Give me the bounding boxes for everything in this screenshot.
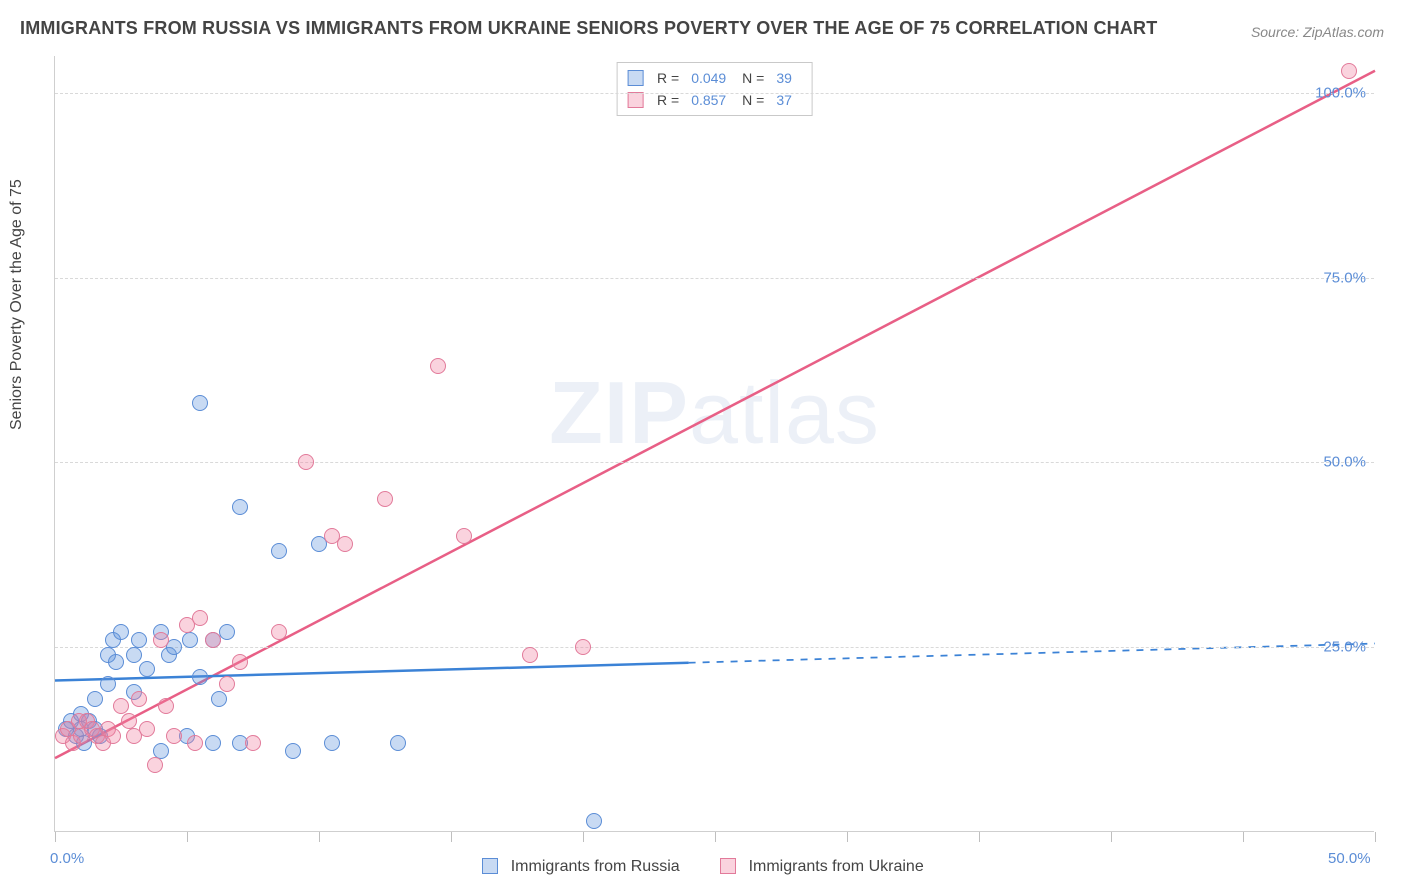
swatch-russia-bottom xyxy=(482,858,498,874)
legend-item-ukraine: Immigrants from Ukraine xyxy=(720,858,924,876)
data-point-ukraine xyxy=(153,632,169,648)
data-point-ukraine xyxy=(166,728,182,744)
regression-line xyxy=(55,71,1375,758)
data-point-russia xyxy=(108,654,124,670)
x-tick xyxy=(715,832,716,842)
data-point-russia xyxy=(192,395,208,411)
legend-item-russia: Immigrants from Russia xyxy=(482,858,679,876)
data-point-russia xyxy=(131,632,147,648)
data-point-ukraine xyxy=(187,735,203,751)
gridline xyxy=(55,647,1374,648)
data-point-russia xyxy=(87,691,103,707)
swatch-ukraine-bottom xyxy=(720,858,736,874)
series-legend: Immigrants from Russia Immigrants from U… xyxy=(0,858,1406,876)
x-tick xyxy=(187,832,188,842)
y-tick-label: 100.0% xyxy=(1315,84,1366,101)
data-point-ukraine xyxy=(377,491,393,507)
chart-title: IMMIGRANTS FROM RUSSIA VS IMMIGRANTS FRO… xyxy=(20,18,1157,39)
y-tick-label: 25.0% xyxy=(1323,639,1366,656)
y-tick-label: 75.0% xyxy=(1323,269,1366,286)
legend-label-russia: Immigrants from Russia xyxy=(511,858,680,875)
data-point-russia xyxy=(324,735,340,751)
regression-lines-svg xyxy=(55,56,1374,831)
data-point-ukraine xyxy=(139,721,155,737)
data-point-ukraine xyxy=(522,647,538,663)
data-point-ukraine xyxy=(575,639,591,655)
legend-label-ukraine: Immigrants from Ukraine xyxy=(749,858,924,875)
data-point-ukraine xyxy=(113,698,129,714)
data-point-ukraine xyxy=(430,358,446,374)
y-axis-label: Seniors Poverty Over the Age of 75 xyxy=(8,179,26,430)
x-tick xyxy=(1243,832,1244,842)
gridline xyxy=(55,462,1374,463)
data-point-ukraine xyxy=(158,698,174,714)
x-tick xyxy=(583,832,584,842)
scatter-plot-area: ZIPatlas R =0.049 N =39 R =0.857 N =37 2… xyxy=(54,56,1374,832)
x-tick xyxy=(979,832,980,842)
data-point-ukraine xyxy=(1341,63,1357,79)
source-attribution: Source: ZipAtlas.com xyxy=(1251,24,1384,40)
data-point-russia xyxy=(211,691,227,707)
x-tick xyxy=(451,832,452,842)
data-point-ukraine xyxy=(219,676,235,692)
data-point-ukraine xyxy=(456,528,472,544)
data-point-ukraine xyxy=(205,632,221,648)
data-point-russia xyxy=(192,669,208,685)
data-point-russia xyxy=(113,624,129,640)
data-point-russia xyxy=(390,735,406,751)
data-point-russia xyxy=(182,632,198,648)
data-point-russia xyxy=(126,647,142,663)
data-point-ukraine xyxy=(232,654,248,670)
data-point-russia xyxy=(586,813,602,829)
x-tick xyxy=(55,832,56,842)
data-point-russia xyxy=(285,743,301,759)
x-tick xyxy=(1111,832,1112,842)
y-tick-label: 50.0% xyxy=(1323,454,1366,471)
data-point-russia xyxy=(153,743,169,759)
data-point-ukraine xyxy=(192,610,208,626)
data-point-ukraine xyxy=(337,536,353,552)
data-point-ukraine xyxy=(245,735,261,751)
data-point-ukraine xyxy=(131,691,147,707)
data-point-russia xyxy=(232,499,248,515)
data-point-russia xyxy=(205,735,221,751)
data-point-russia xyxy=(271,543,287,559)
data-point-ukraine xyxy=(105,728,121,744)
gridline xyxy=(55,93,1374,94)
x-tick xyxy=(319,832,320,842)
data-point-ukraine xyxy=(298,454,314,470)
data-point-russia xyxy=(139,661,155,677)
x-tick xyxy=(1375,832,1376,842)
gridline xyxy=(55,278,1374,279)
data-point-russia xyxy=(100,676,116,692)
data-point-ukraine xyxy=(271,624,287,640)
data-point-ukraine xyxy=(121,713,137,729)
data-point-ukraine xyxy=(147,757,163,773)
x-tick xyxy=(847,832,848,842)
